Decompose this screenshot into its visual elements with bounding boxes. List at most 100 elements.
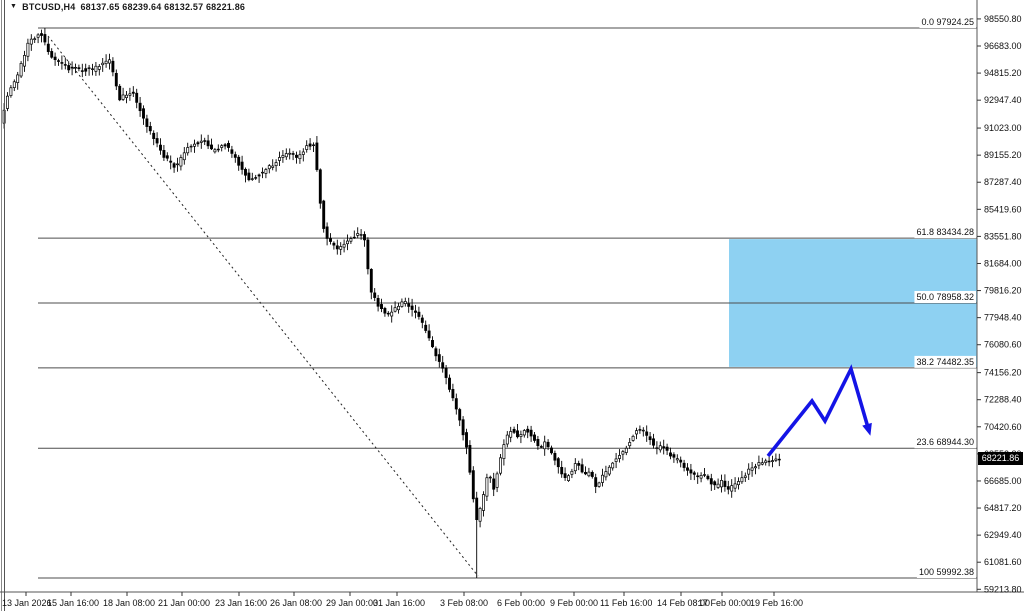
- x-axis-tick-label: 15 Jan 16:00: [47, 598, 99, 608]
- candle-body: [356, 233, 360, 236]
- fib-level-label: 50.0 78958.32: [916, 292, 974, 302]
- candle-body: [301, 151, 305, 155]
- candle-body: [189, 145, 193, 148]
- candle-body: [580, 464, 584, 473]
- candle-body: [754, 466, 757, 469]
- candle-body: [213, 149, 217, 153]
- candle-body: [210, 144, 213, 150]
- candle-body: [709, 478, 713, 485]
- y-axis-tick-label: 81684.00: [984, 258, 1022, 268]
- collapse-chart-icon[interactable]: ▼: [10, 3, 18, 10]
- candle-body: [121, 94, 125, 100]
- x-axis-tick-label: 18 Jan 08:00: [103, 598, 155, 608]
- candle-body: [118, 85, 122, 101]
- candle-body: [332, 242, 336, 246]
- candle-body: [696, 475, 700, 478]
- candle-body: [631, 435, 635, 441]
- candle-body: [271, 165, 275, 168]
- candle-body: [553, 452, 557, 461]
- candle-body: [726, 486, 730, 490]
- candle-body: [420, 317, 424, 323]
- y-axis-tick-label: 74156.20: [984, 368, 1022, 378]
- candle-body: [342, 243, 346, 248]
- candle-body: [152, 132, 156, 139]
- descending-trendline[interactable]: [47, 35, 479, 577]
- candle-body: [308, 143, 312, 147]
- projection-arrowhead-icon[interactable]: [862, 422, 872, 436]
- y-axis-tick-label: 62949.40: [984, 530, 1022, 540]
- candle-body: [750, 467, 754, 471]
- candle-body: [179, 157, 183, 167]
- candle-body: [672, 454, 676, 458]
- x-axis-tick-label: 11 Feb 16:00: [600, 598, 652, 608]
- candle-body: [641, 429, 645, 432]
- candle-body: [383, 308, 387, 314]
- fib-level-label: 23.6 68944.30: [916, 437, 974, 447]
- candle-body: [611, 462, 615, 469]
- candle-body: [512, 428, 516, 433]
- y-axis-tick-label: 77948.40: [984, 313, 1022, 323]
- candle-body: [94, 65, 98, 72]
- x-axis-tick-label: 31 Jan 16:00: [373, 598, 425, 608]
- candle-body: [77, 67, 81, 70]
- candle-body: [346, 240, 349, 245]
- candle-body: [274, 162, 278, 166]
- price-axis[interactable]: 98550.80 96683.00 94815.20 92947.40 91023.00…: [977, 14, 1022, 594]
- candle-body: [169, 160, 173, 163]
- fib-label-background: [914, 290, 976, 303]
- candle-body: [563, 473, 567, 478]
- candle-body: [216, 148, 220, 151]
- candle-body: [699, 475, 703, 479]
- candle-body: [614, 458, 618, 462]
- candle-body: [465, 432, 468, 448]
- candle-body: [424, 324, 428, 331]
- candle-body: [57, 60, 60, 62]
- candle-body: [747, 468, 751, 475]
- candle-body: [390, 311, 394, 317]
- ohlc-quotes-label: 68137.65 68239.64 68132.57 68221.86: [80, 2, 246, 12]
- candle-body: [281, 155, 285, 158]
- candle-body: [349, 238, 353, 242]
- candle-body: [70, 66, 74, 69]
- symbol-timeframe-label: BTCUSD,H4: [22, 2, 76, 12]
- candle-body: [441, 362, 445, 369]
- candle-body: [196, 142, 200, 145]
- y-axis-tick-label: 79816.20: [984, 286, 1022, 296]
- candle-body: [624, 447, 628, 453]
- candle-body: [771, 460, 774, 462]
- candle-body: [261, 171, 264, 174]
- candle-body: [233, 154, 237, 158]
- candle-body: [675, 458, 679, 461]
- candle-body: [536, 439, 540, 447]
- candle-body: [16, 74, 20, 83]
- y-axis-tick-label: 96683.00: [984, 41, 1022, 51]
- candle-body: [777, 458, 781, 461]
- candle-body: [740, 477, 744, 483]
- candle-body: [363, 234, 366, 241]
- candle-body: [335, 245, 339, 250]
- projection-arrow-line[interactable]: [766, 364, 871, 458]
- candle-body: [176, 163, 179, 166]
- candle-body: [658, 445, 662, 451]
- y-axis-tick-label: 61081.60: [984, 557, 1022, 567]
- candle-body: [570, 470, 574, 475]
- candle-body: [403, 301, 407, 304]
- candle-body: [33, 38, 37, 41]
- candle-body: [366, 239, 370, 270]
- candle-body: [713, 481, 717, 486]
- candle-body: [733, 483, 737, 489]
- candle-body: [111, 60, 115, 73]
- candle-body: [12, 81, 16, 89]
- candle-body: [737, 481, 740, 486]
- candle-body: [244, 168, 247, 176]
- candle-body: [723, 480, 727, 487]
- candle-body: [652, 438, 655, 446]
- x-axis-tick-label: 23 Jan 16:00: [215, 598, 267, 608]
- y-axis-tick-label: 87287.40: [984, 177, 1022, 187]
- candle-body: [131, 91, 135, 94]
- candle-body: [315, 142, 319, 170]
- candle-body: [199, 140, 203, 143]
- candle-body: [417, 311, 421, 317]
